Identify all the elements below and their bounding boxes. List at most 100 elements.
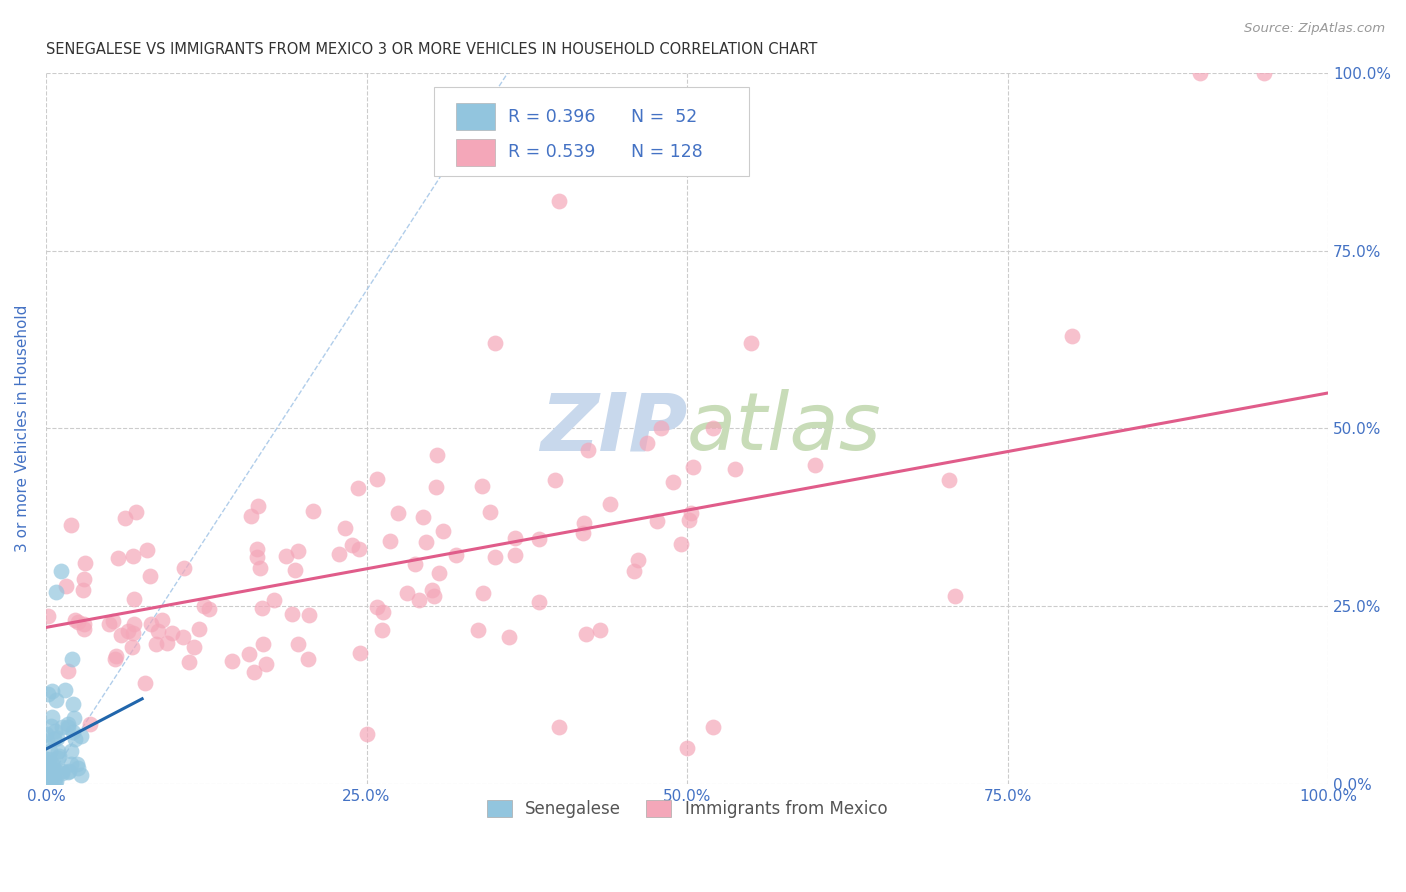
Point (46, 731, 69, 745)
Point (547, 720, 569, 734)
Point (599, 497, 621, 511)
Point (498, 630, 520, 644)
Point (254, 657, 277, 672)
Point (198, 602, 221, 616)
Point (37, 687, 59, 701)
Point (56, 665, 79, 679)
Point (661, 475, 683, 489)
Point (97, 616, 120, 631)
Point (623, 564, 645, 578)
Point (627, 552, 650, 566)
Point (45, 693, 67, 707)
Point (676, 741, 699, 756)
Point (589, 623, 612, 637)
Text: R = 0.396: R = 0.396 (508, 108, 595, 126)
Point (1253, 66, 1275, 80)
Point (65, 731, 87, 746)
Point (51, 720, 73, 734)
Point (139, 617, 162, 632)
Point (246, 542, 269, 557)
Point (724, 462, 747, 476)
Point (122, 592, 145, 607)
Text: R = 0.539: R = 0.539 (508, 143, 595, 161)
Point (139, 569, 162, 583)
Point (66, 761, 89, 775)
Point (70, 730, 93, 744)
Point (188, 622, 211, 636)
Point (35, 754, 58, 768)
Point (60, 744, 83, 758)
Point (238, 647, 260, 661)
Point (48, 748, 70, 763)
Point (122, 626, 145, 640)
Point (572, 525, 595, 540)
Point (366, 599, 388, 614)
Point (387, 506, 409, 520)
Point (38, 744, 60, 758)
Point (41, 684, 63, 698)
Point (938, 473, 960, 487)
Point (505, 531, 527, 545)
Point (66, 615, 89, 629)
Point (59, 517, 82, 532)
Point (575, 627, 598, 641)
Point (467, 624, 489, 638)
Point (425, 480, 447, 494)
Point (134, 676, 156, 690)
Point (544, 474, 567, 488)
Point (287, 637, 309, 651)
Point (122, 617, 145, 632)
Point (107, 550, 129, 565)
Legend: Senegalese, Immigrants from Mexico: Senegalese, Immigrants from Mexico (481, 794, 894, 825)
Text: N =  52: N = 52 (631, 108, 697, 126)
Point (38, 751, 60, 765)
Point (943, 589, 966, 603)
Point (44, 763, 66, 777)
Point (42, 732, 65, 747)
Point (183, 640, 205, 654)
Point (446, 549, 468, 563)
Point (37, 772, 59, 787)
Point (41, 710, 63, 724)
Point (46, 750, 69, 764)
Point (41, 756, 63, 771)
Point (104, 652, 127, 666)
Point (249, 560, 271, 574)
Point (46, 744, 69, 758)
Point (681, 506, 703, 520)
Point (121, 640, 143, 654)
Point (69, 768, 91, 782)
Point (58, 720, 80, 734)
Point (221, 655, 243, 669)
Point (246, 549, 269, 564)
Point (347, 481, 370, 495)
Point (114, 511, 136, 525)
Point (73, 617, 96, 632)
Point (702, 720, 724, 734)
FancyBboxPatch shape (457, 103, 495, 130)
Text: SENEGALESE VS IMMIGRANTS FROM MEXICO 3 OR MORE VEHICLES IN HOUSEHOLD CORRELATION: SENEGALESE VS IMMIGRANTS FROM MEXICO 3 O… (46, 42, 817, 57)
Point (35, 734, 58, 748)
FancyBboxPatch shape (434, 87, 748, 177)
Point (572, 516, 595, 530)
Point (58, 717, 80, 731)
Point (395, 586, 418, 600)
Point (79, 717, 101, 731)
Point (349, 542, 371, 557)
Point (42, 764, 65, 779)
Point (702, 421, 724, 435)
Point (246, 499, 269, 513)
Point (420, 582, 443, 597)
Point (404, 558, 426, 572)
Point (156, 636, 179, 650)
Point (349, 646, 371, 660)
Point (35, 752, 58, 766)
Point (72, 583, 94, 598)
Text: Source: ZipAtlas.com: Source: ZipAtlas.com (1244, 22, 1385, 36)
Point (671, 536, 693, 550)
Point (479, 506, 502, 520)
Point (41, 762, 63, 776)
Point (73, 572, 96, 586)
Point (53, 683, 76, 698)
Text: ZIP: ZIP (540, 390, 688, 467)
